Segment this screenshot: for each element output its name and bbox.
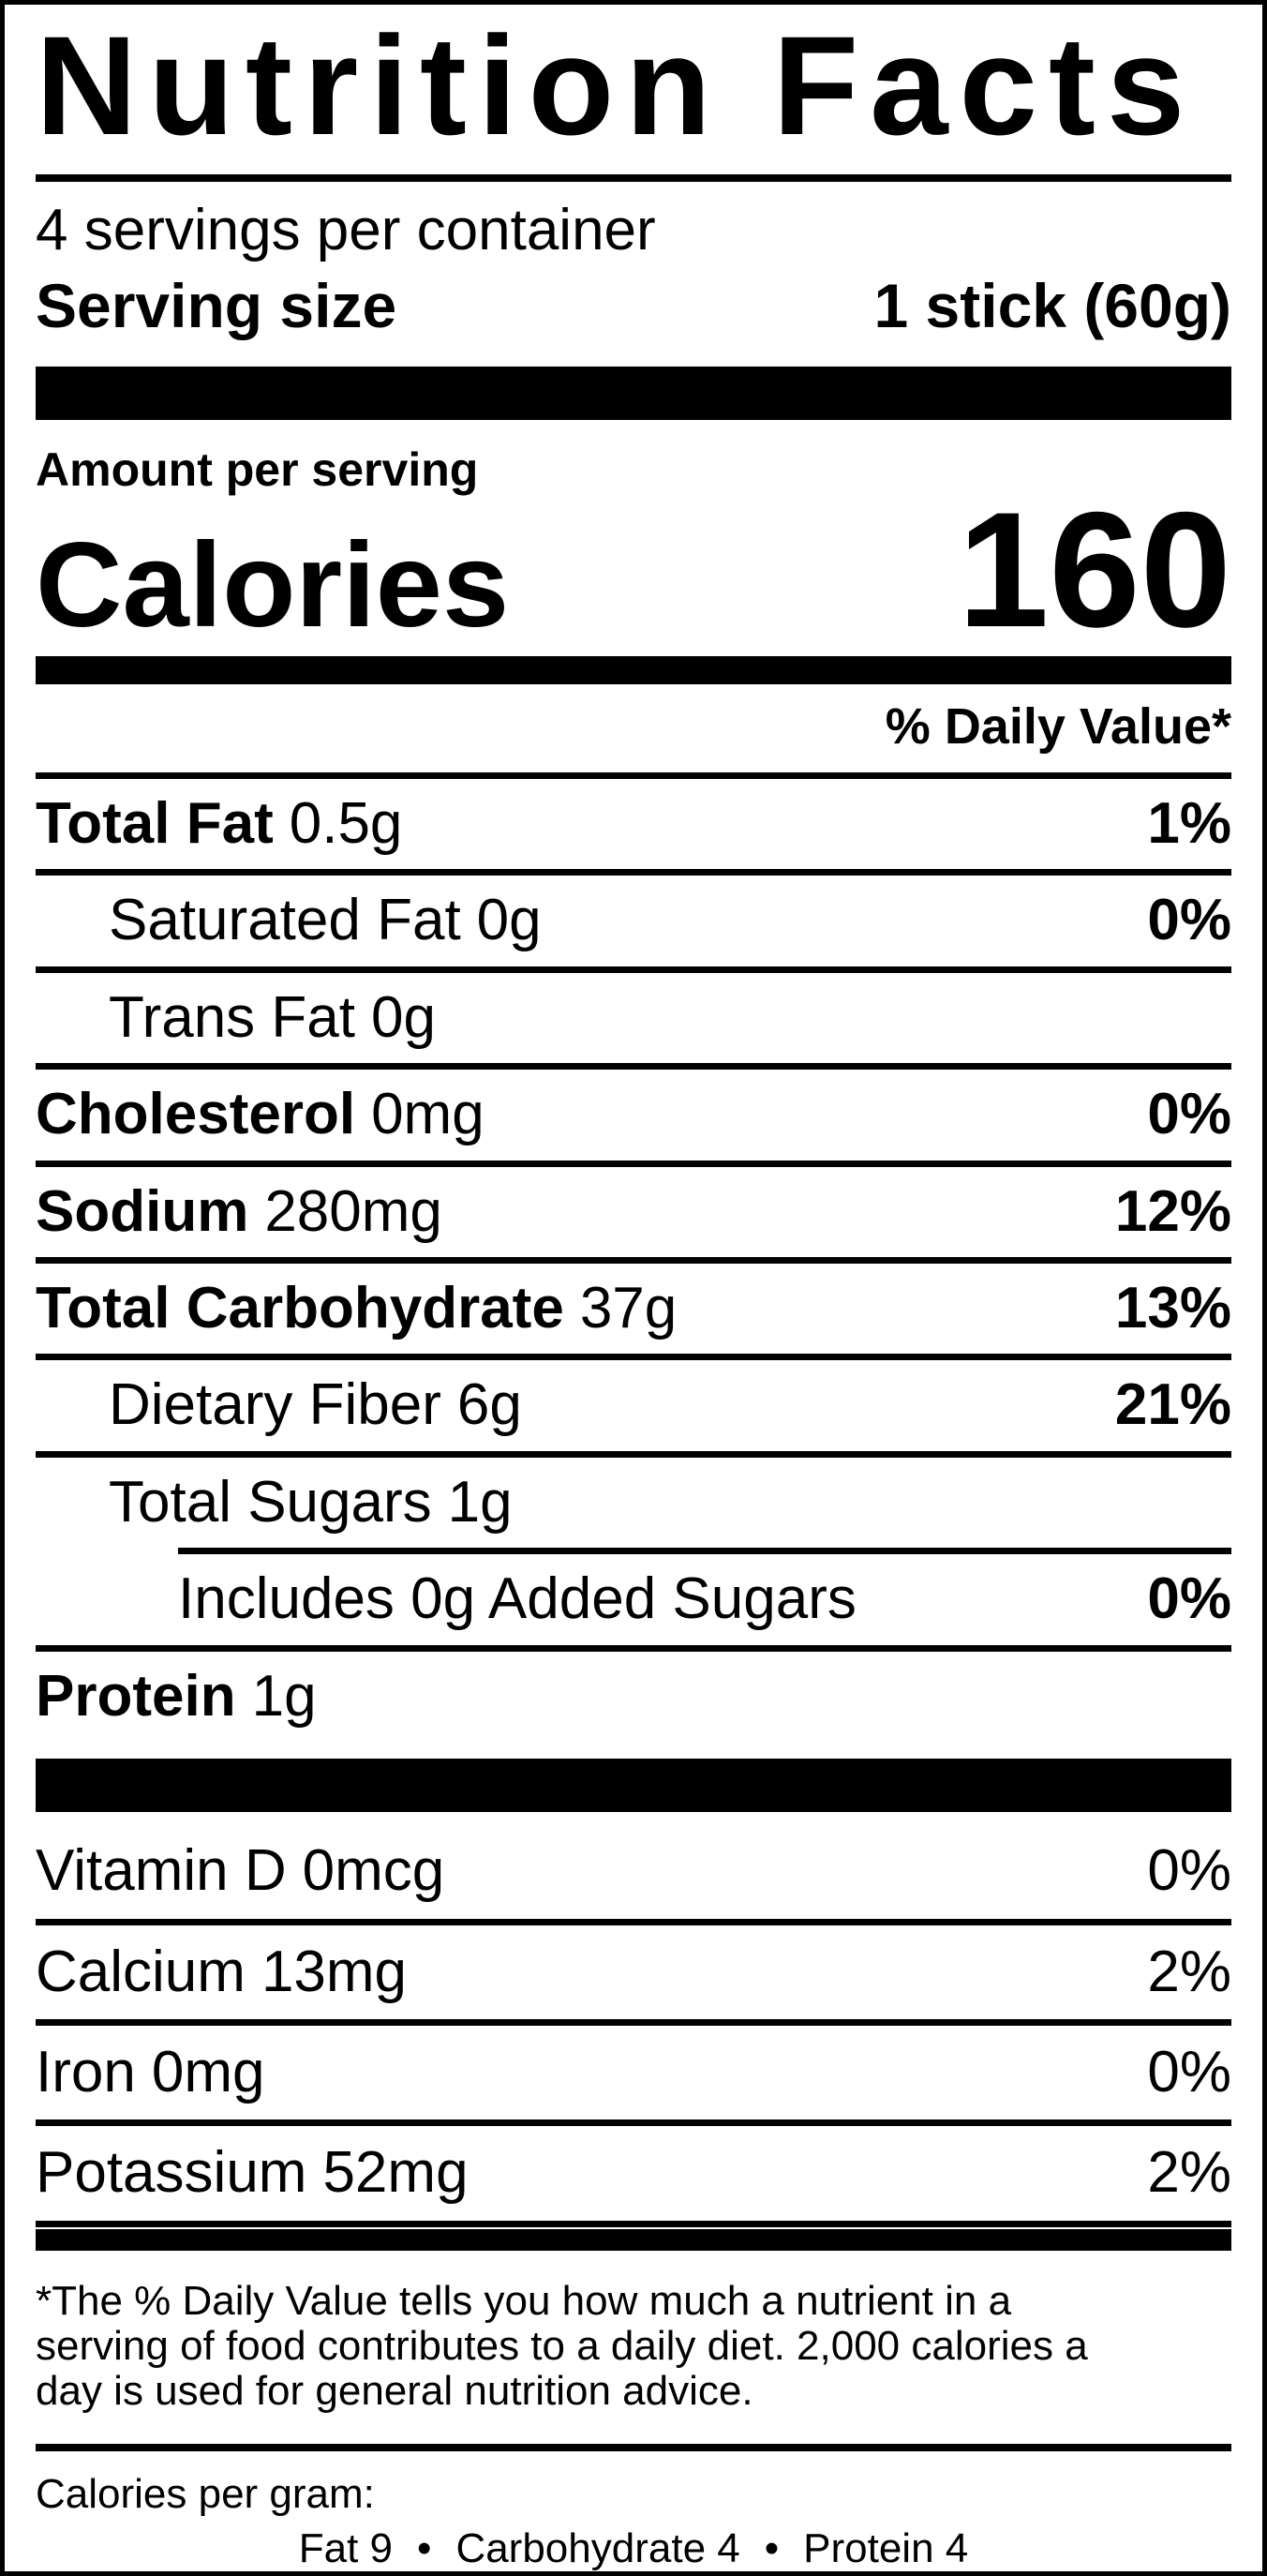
nutrient-row-total-fat: Total Fat 0.5g 1% — [36, 779, 1231, 876]
vitamin-row-potassium: Potassium 52mg 2% — [36, 2126, 1231, 2227]
nutrient-amount: 0g — [476, 888, 542, 953]
nutrient-label: Sodium 280mg — [36, 1179, 442, 1244]
section-bar-protein — [36, 1759, 1231, 1813]
nutrient-percent: 1% — [1147, 790, 1231, 856]
nutrient-amount: 0mg — [371, 1082, 484, 1147]
vitamin-row-calcium: Calcium 13mg 2% — [36, 1925, 1231, 2027]
nutrient-row-saturated-fat: Saturated Fat 0g 0% — [36, 876, 1231, 973]
nutrient-name: Trans Fat — [109, 984, 355, 1050]
nutrient-amount: 0g — [371, 984, 436, 1050]
nutrient-name: Dietary Fiber — [109, 1372, 441, 1438]
vitamin-name: Iron — [36, 2040, 136, 2105]
nutrient-amount: 0.5g — [289, 790, 403, 856]
calories-per-gram-label: Calories per gram: — [36, 2470, 375, 2517]
added-sugars-divider — [178, 1548, 1231, 1555]
nutrient-label: Saturated Fat 0g — [109, 888, 542, 952]
nutrient-amount: 280mg — [264, 1178, 442, 1244]
nutrient-percent: 0% — [1147, 1566, 1231, 1632]
vitamin-percent: 0% — [1147, 2040, 1231, 2105]
vitamin-row-vitamin-d: Vitamin D 0mcg 0% — [36, 1812, 1231, 1925]
calories-per-gram-fat: Fat 9 — [298, 2524, 394, 2571]
calories-label: Calories — [36, 518, 510, 653]
footnote-divider — [36, 2443, 1231, 2451]
nutrient-percent: 13% — [1114, 1275, 1231, 1340]
vitamin-name: Calcium — [36, 1939, 246, 2004]
vitamin-amount: 0mcg — [302, 1838, 445, 1904]
vitamin-name: Potassium — [36, 2140, 307, 2206]
serving-size-value: 1 stick (60g) — [873, 271, 1232, 341]
calories-value: 160 — [958, 479, 1231, 663]
nutrient-name: Total Sugars — [109, 1469, 432, 1535]
nutrient-label: Dietary Fiber 6g — [109, 1372, 522, 1437]
nutrient-amount: 6g — [456, 1372, 522, 1438]
nutrient-row-cholesterol: Cholesterol 0mg 0% — [36, 1070, 1231, 1167]
nutrient-label: Includes 0g Added Sugars — [178, 1566, 872, 1631]
nutrient-name: Total Fat — [36, 790, 274, 856]
vitamin-amount: 13mg — [261, 1939, 408, 2004]
daily-value-header: % Daily Value* — [36, 684, 1231, 779]
nutrient-name: Saturated Fat — [109, 888, 461, 953]
title-divider — [36, 174, 1231, 182]
nutrient-amount: 1g — [251, 1663, 317, 1729]
nutrient-row-total-carbohydrate: Total Carbohydrate 37g 13% — [36, 1264, 1231, 1361]
nutrient-percent: 0% — [1147, 888, 1231, 953]
vitamin-amount: 52mg — [322, 2140, 469, 2206]
nutrient-row-sodium: Sodium 280mg 12% — [36, 1167, 1231, 1264]
nutrient-label: Cholesterol 0mg — [36, 1082, 484, 1146]
nutrient-label: Total Carbohydrate 37g — [36, 1276, 677, 1340]
vitamin-label: Potassium 52mg — [36, 2140, 469, 2205]
serving-size-label: Serving size — [36, 271, 397, 341]
nutrient-name: Cholesterol — [36, 1082, 356, 1147]
section-bar-vitamins — [36, 2228, 1231, 2251]
nutrient-row-total-sugars: Total Sugars 1g — [36, 1458, 1231, 1548]
serving-size-row: Serving size 1 stick (60g) — [36, 271, 1231, 342]
nutrient-row-dietary-fiber: Dietary Fiber 6g 21% — [36, 1360, 1231, 1458]
daily-value-footnote: *The % Daily Value tells you how much a … — [36, 2277, 1231, 2414]
vitamin-name: Vitamin D — [36, 1838, 287, 1904]
bullet-separator: • — [764, 2524, 780, 2571]
nutrient-row-trans-fat: Trans Fat 0g — [36, 973, 1231, 1071]
nutrient-amount: 37g — [579, 1275, 678, 1340]
calories-per-gram-protein: Protein 4 — [803, 2524, 969, 2571]
footnote-line: serving of food contributes to a daily d… — [36, 2322, 1088, 2369]
nutrient-amount: 1g — [447, 1469, 513, 1535]
amount-per-serving: Amount per serving — [36, 443, 479, 497]
nutrient-percent: 21% — [1114, 1372, 1231, 1438]
section-bar-calories — [36, 656, 1231, 685]
nutrient-name: Total Carbohydrate — [36, 1275, 564, 1340]
nutrient-label: Protein 1g — [36, 1664, 317, 1729]
footnote-line: day is used for general nutrition advice… — [36, 2367, 753, 2414]
calories-per-gram-carbohydrate: Carbohydrate 4 — [455, 2524, 740, 2571]
vitamin-percent: 2% — [1147, 2140, 1231, 2206]
vitamin-percent: 2% — [1147, 1939, 1231, 2004]
bullet-separator: • — [417, 2524, 432, 2571]
nutrient-percent: 12% — [1114, 1178, 1231, 1244]
vitamin-label: Calcium 13mg — [36, 1939, 407, 2004]
vitamin-label: Iron 0mg — [36, 2040, 264, 2104]
section-bar-top — [36, 367, 1231, 421]
nutrient-row-added-sugars: Includes 0g Added Sugars 0% — [36, 1554, 1231, 1652]
calories-per-gram-values: Fat 9 • Carbohydrate 4 • Protein 4 — [36, 2524, 1231, 2571]
vitamin-row-iron: Iron 0mg 0% — [36, 2026, 1231, 2127]
nutrient-label: Total Fat 0.5g — [36, 791, 402, 856]
servings-per-container: 4 servings per container — [36, 198, 656, 262]
footnote-line: *The % Daily Value tells you how much a … — [36, 2277, 1012, 2324]
label-title: Nutrition Facts — [36, 7, 1197, 164]
nutrient-name: Sodium — [36, 1178, 249, 1244]
nutrient-row-protein: Protein 1g — [36, 1652, 1231, 1742]
nutrient-name: Protein — [36, 1663, 236, 1729]
vitamin-label: Vitamin D 0mcg — [36, 1838, 444, 1903]
nutrient-percent: 0% — [1147, 1082, 1231, 1147]
nutrient-label: Trans Fat 0g — [109, 985, 436, 1050]
calories-row: Calories 160 — [36, 488, 1231, 654]
vitamin-amount: 0mg — [151, 2040, 265, 2105]
vitamin-percent: 0% — [1147, 1838, 1231, 1904]
nutrient-label: Total Sugars 1g — [109, 1470, 513, 1535]
nutrient-name: Includes 0g Added Sugars — [178, 1566, 857, 1632]
